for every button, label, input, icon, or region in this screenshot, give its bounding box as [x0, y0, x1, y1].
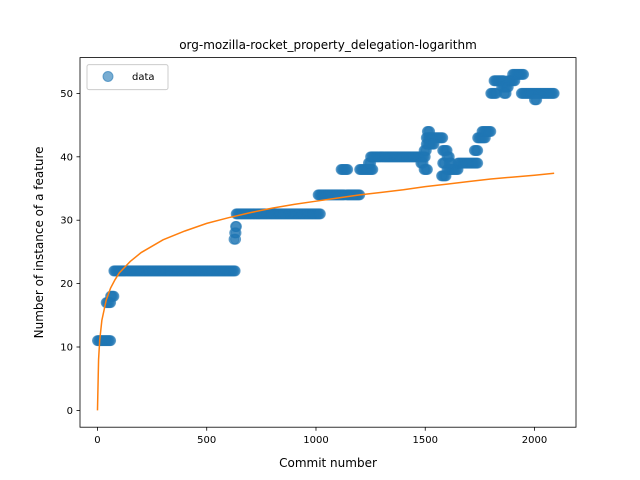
data-point-group — [336, 164, 353, 174]
data-point — [106, 336, 116, 346]
legend-label-data: data — [132, 72, 155, 83]
x-tick-label: 1000 — [303, 435, 328, 446]
y-tick-label: 0 — [67, 406, 73, 417]
y-axis-title: Number of instance of a feature — [32, 146, 46, 338]
data-point — [315, 209, 325, 219]
data-point — [519, 69, 529, 79]
x-tick-label: 0 — [94, 435, 100, 446]
x-axis-title: Commit number — [279, 456, 377, 470]
data-point-group — [508, 69, 529, 79]
data-point — [343, 164, 353, 174]
data-point — [532, 95, 542, 105]
x-tick-label: 500 — [197, 435, 216, 446]
data-point-group — [529, 95, 541, 105]
legend: data — [87, 65, 168, 90]
chart-title: org-mozilla-rocket_property_delegation-l… — [179, 38, 477, 52]
data-point — [549, 88, 559, 98]
y-tick-label: 40 — [60, 152, 73, 163]
data-point-group — [469, 145, 482, 155]
legend-marker-data — [103, 72, 113, 82]
data-point — [231, 222, 241, 232]
data-point — [438, 133, 448, 143]
data-point-group — [425, 139, 439, 149]
y-tick-label: 20 — [60, 279, 73, 290]
x-tick-label: 2000 — [522, 435, 547, 446]
legend-box — [87, 65, 168, 90]
y-tick-label: 10 — [60, 343, 73, 354]
data-point — [230, 266, 240, 276]
y-tick-label: 50 — [60, 89, 73, 100]
data-point — [109, 291, 119, 301]
data-point-group — [231, 222, 242, 232]
y-tick-label: 30 — [60, 216, 73, 227]
data-point-group — [109, 266, 240, 276]
data-point-group — [419, 164, 432, 174]
data-point-group — [453, 158, 483, 168]
data-point-group — [499, 88, 511, 98]
data-point — [486, 126, 496, 136]
data-point — [429, 139, 439, 149]
x-tick-label: 1500 — [413, 435, 438, 446]
data-point — [501, 88, 511, 98]
data-point — [473, 145, 483, 155]
data-point — [422, 164, 432, 174]
data-point — [473, 158, 483, 168]
data-point-group — [92, 336, 115, 346]
data-point-group — [477, 126, 496, 136]
